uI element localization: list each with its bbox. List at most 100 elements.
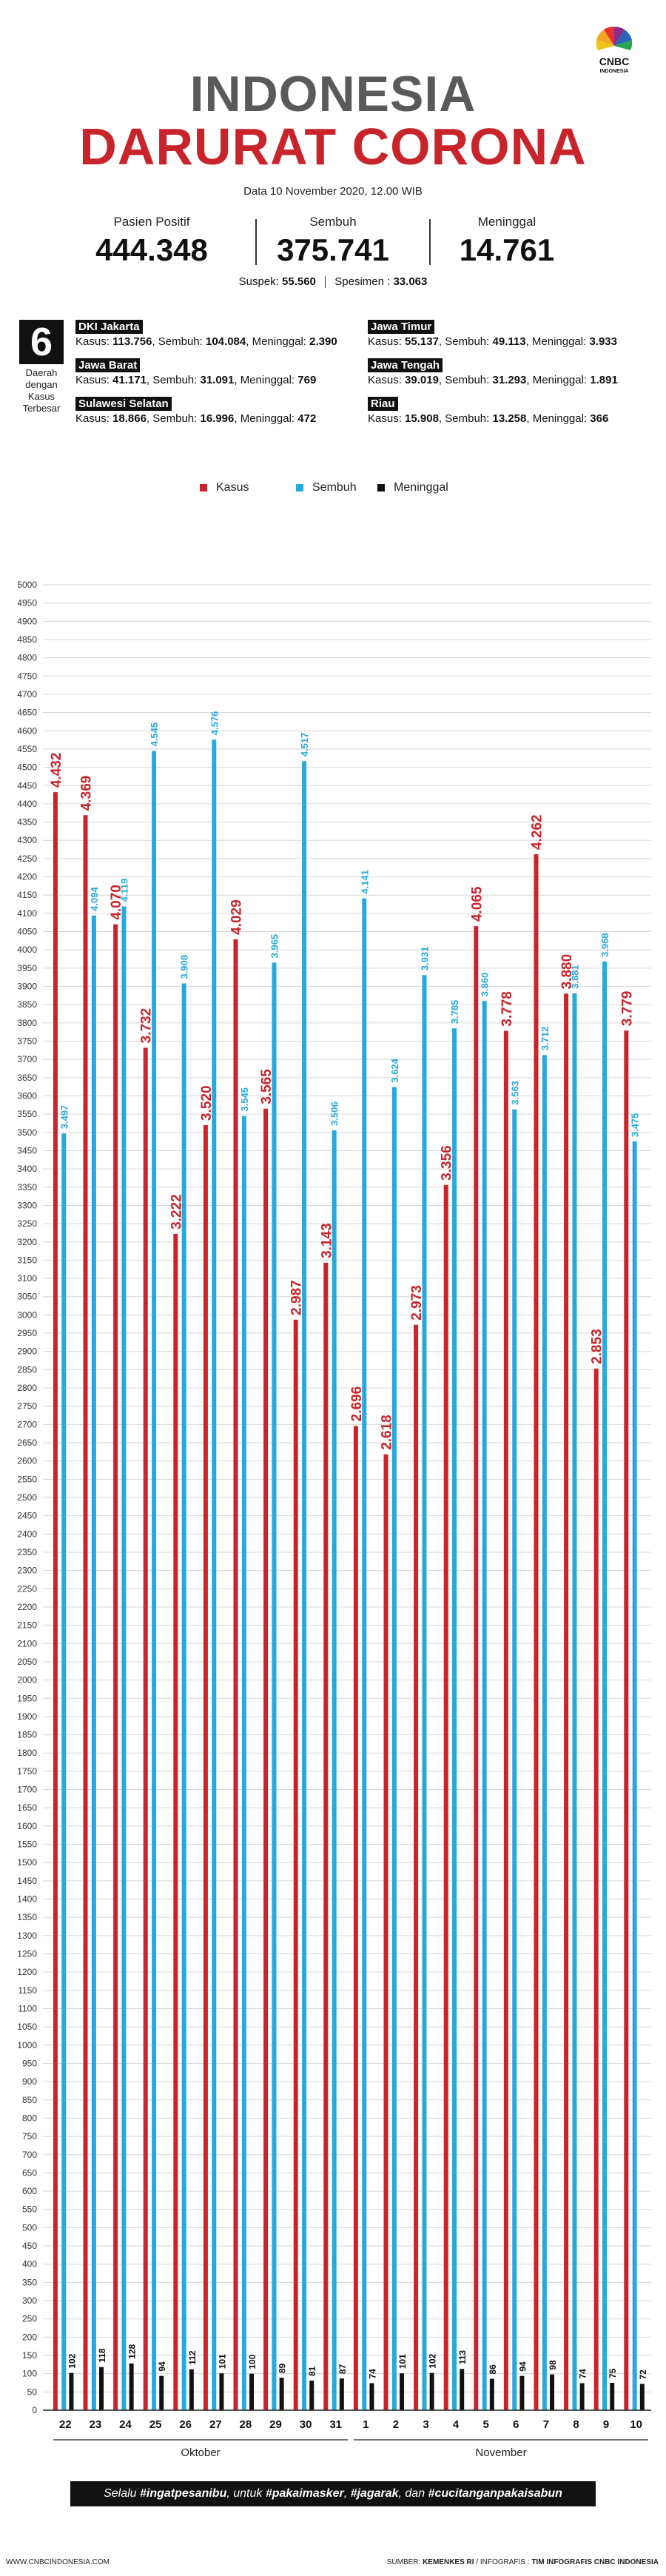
bar-meninggal	[99, 2367, 104, 2410]
y-tick-label: 1350	[17, 1912, 37, 1922]
x-tick-label: 25	[149, 2418, 162, 2431]
bar-sembuh	[181, 983, 186, 2410]
y-tick-label: 700	[22, 2150, 37, 2160]
legend-sembuh: Sembuh	[296, 481, 357, 494]
spesimen-value: 33.063	[393, 275, 428, 288]
y-tick-label: 4900	[17, 616, 37, 626]
bar-chart: 0 50 100 150 200 250 300 350 400 450 500 550 600 650 7…	[17, 580, 651, 2459]
stat-label: Sembuh	[309, 215, 357, 229]
x-tick-label: 10	[630, 2418, 642, 2431]
legend-meninggal: Meninggal	[377, 481, 448, 494]
y-tick-label: 3950	[17, 963, 37, 973]
y-tick-label: 4850	[17, 634, 37, 645]
y-tick-label: 2800	[17, 1383, 37, 1393]
stat-value: 444.348	[95, 232, 208, 267]
y-tick-label: 1600	[17, 1821, 37, 1831]
y-tick-label: 900	[22, 2076, 37, 2087]
data-label-kasus: 3.732	[139, 1008, 155, 1044]
y-tick-label: 3100	[17, 1273, 37, 1284]
y-tick-label: 3900	[17, 982, 37, 992]
y-tick-label: 4500	[17, 762, 37, 773]
stat-label: Meninggal	[477, 215, 536, 229]
y-tick-label: 3300	[17, 1200, 37, 1210]
x-tick-label: 27	[209, 2418, 222, 2431]
bar-sembuh	[152, 751, 157, 2410]
region-name: Jawa Barat	[75, 358, 141, 372]
y-tick-label: 4150	[17, 890, 37, 900]
region-data: Kasus: 18.866, Sembuh: 16.996, Meninggal…	[75, 412, 317, 425]
y-tick-label: 3050	[17, 1292, 37, 1302]
bar-sembuh	[452, 1028, 457, 2410]
data-label-sembuh: 4.119	[118, 879, 130, 902]
x-tick-label: 7	[543, 2418, 549, 2431]
bar-sembuh	[272, 962, 277, 2410]
y-tick-label: 2150	[17, 1620, 37, 1631]
y-tick-label: 950	[22, 2058, 37, 2068]
data-label-kasus: 4.070	[109, 885, 124, 920]
x-tick-label: 2	[393, 2418, 399, 2431]
bar-kasus	[564, 993, 569, 2410]
data-label-meninggal: 72	[638, 2369, 648, 2380]
data-label-sembuh: 3.881	[569, 965, 580, 989]
bar-meninggal	[400, 2373, 405, 2410]
y-tick-label: 1950	[17, 1693, 37, 1703]
region-name: DKI Jakarta	[75, 320, 143, 334]
bar-kasus	[503, 1030, 508, 2410]
bar-sembuh	[542, 1055, 547, 2410]
y-tick-label: 4050	[17, 927, 37, 937]
data-label-sembuh: 3.965	[269, 934, 280, 959]
y-tick-label: 3400	[17, 1164, 37, 1174]
x-tick-label: 24	[119, 2418, 132, 2431]
y-tick-label: 4400	[17, 799, 37, 809]
y-tick-label: 1450	[17, 1876, 37, 1886]
x-tick-label: 1	[363, 2418, 369, 2431]
region-name: Riau	[368, 397, 398, 411]
logo-subtext: INDONESIA	[600, 69, 629, 74]
data-label-meninggal: 102	[67, 2353, 77, 2368]
y-tick-label: 3650	[17, 1073, 37, 1083]
data-label-sembuh: 3.545	[239, 1087, 250, 1112]
y-tick-label: 3000	[17, 1309, 37, 1320]
bar-kasus	[263, 1108, 269, 2410]
data-label-kasus: 3.880	[559, 954, 575, 990]
bar-kasus	[474, 926, 479, 2410]
bar-kasus	[203, 1124, 208, 2410]
x-tick-label: 23	[90, 2418, 102, 2431]
data-label-meninggal: 94	[157, 2361, 167, 2372]
data-label-meninggal: 112	[187, 2350, 198, 2365]
bar-kasus	[624, 1030, 629, 2410]
bar-sembuh	[512, 1109, 517, 2410]
data-label-kasus: 2.987	[289, 1280, 305, 1315]
x-tick-label: 22	[59, 2418, 72, 2431]
source-credit: SUMBER: KEMENKES RI / INFOGRAFIS : TIM I…	[386, 2558, 659, 2566]
y-tick-label: 1750	[17, 1766, 37, 1777]
region-sulawesi-selatan: Sulawesi Selatan Kasus: 18.866, Sembuh: …	[75, 397, 357, 425]
divider	[429, 219, 431, 265]
data-label-sembuh: 3.624	[389, 1058, 400, 1082]
bar-meninggal	[429, 2372, 434, 2410]
data-label-sembuh: 4.545	[149, 722, 160, 747]
bar-sembuh	[632, 1141, 637, 2410]
slogan-bar: Selalu #ingatpesanibu, untuk #pakaimaske…	[70, 2481, 596, 2506]
y-tick-label: 2050	[17, 1657, 37, 1667]
data-label-sembuh: 3.931	[419, 947, 430, 971]
data-label-sembuh: 3.968	[599, 933, 610, 957]
bar-meninggal	[579, 2383, 585, 2410]
region-jawa-tengah: Jawa Tengah Kasus: 39.019, Sembuh: 31.29…	[368, 358, 649, 386]
x-tick-label: 31	[329, 2418, 342, 2431]
suspek-value: 55.560	[282, 275, 316, 288]
region-name: Jawa Timur	[368, 320, 435, 334]
data-label-meninggal: 81	[307, 2366, 317, 2376]
stat-sembuh: Sembuh 375.741	[248, 215, 418, 268]
data-label-meninggal: 87	[337, 2364, 348, 2374]
data-label-kasus: 4.262	[530, 814, 545, 850]
y-tick-label: 1200	[17, 1967, 37, 1977]
y-tick-label: 2400	[17, 1529, 37, 1539]
region-count-caption: Daerah dengan Kasus Terbesar	[22, 367, 61, 414]
region-jawa-timur: Jawa Timur Kasus: 55.137, Sembuh: 49.113…	[368, 320, 649, 348]
data-label-meninggal: 101	[397, 2354, 408, 2369]
bar-sembuh	[121, 906, 127, 2410]
data-label-meninggal: 74	[578, 2369, 588, 2379]
y-tick-label: 550	[22, 2204, 37, 2215]
y-tick-label: 4200	[17, 872, 37, 882]
